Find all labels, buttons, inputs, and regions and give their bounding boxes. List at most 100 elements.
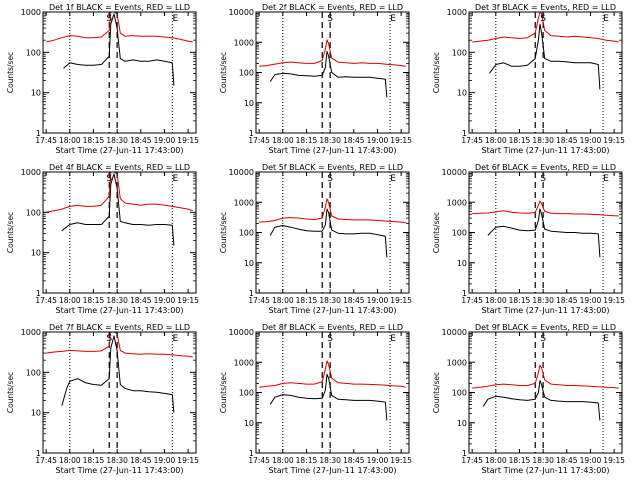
detector-panel-1: 1 10 100 1000 17:45 18:00 18:15 18:30 18:45 19:00…	[6, 3, 199, 155]
panel-title: Det 7f BLACK = Events, RED = LLD	[49, 323, 190, 332]
x-tick-label: 17:45	[248, 136, 270, 145]
x-tick-label: 18:00	[59, 296, 81, 305]
y-axis-label: Counts/sec	[6, 212, 15, 253]
x-tick-label: 18:30	[319, 456, 341, 465]
x-tick-label: 19:15	[177, 136, 199, 145]
y-tick-label: 100	[239, 69, 254, 78]
end-marker-label: E	[390, 334, 396, 344]
x-tick-label: 18:00	[272, 456, 294, 465]
x-tick-label: 18:00	[59, 456, 81, 465]
y-tick-label: 10	[457, 89, 467, 98]
x-tick-label: 17:45	[35, 456, 57, 465]
x-tick-label: 18:30	[106, 296, 128, 305]
series-line-events	[269, 50, 388, 98]
x-tick-label: 18:15	[296, 136, 318, 145]
y-tick-label: 1000	[21, 8, 41, 17]
y-tick-label: 10	[244, 259, 254, 268]
series-line-events	[482, 380, 601, 421]
series-line-events	[269, 208, 388, 258]
series-line-events	[487, 208, 601, 258]
y-tick-label: 1000	[234, 358, 254, 367]
series-line-lld	[259, 198, 406, 224]
series-line-lld	[472, 11, 619, 43]
y-tick-label: 10000	[229, 168, 254, 177]
end-marker-label: E	[172, 174, 178, 184]
x-axis-label: Start Time (27-Jun-11 17:43:00)	[56, 146, 184, 155]
y-tick-label: 100	[452, 389, 467, 398]
x-tick-label: 18:45	[556, 296, 578, 305]
end-marker-label: E	[603, 174, 609, 184]
x-axis-label: Start Time (27-Jun-11 17:43:00)	[56, 306, 184, 315]
x-axis-label: Start Time (27-Jun-11 17:43:00)	[482, 306, 610, 315]
x-tick-label: 19:00	[154, 136, 176, 145]
y-tick-label: 1	[249, 289, 254, 298]
series-line-events	[489, 23, 601, 90]
y-tick-label: 1	[462, 449, 467, 458]
x-axis-label: Start Time (27-Jun-11 17:43:00)	[269, 306, 397, 315]
y-tick-label: 10	[31, 249, 41, 258]
x-tick-label: 19:15	[390, 296, 412, 305]
end-marker-label: E	[172, 14, 178, 24]
y-tick-label: 1000	[447, 8, 467, 17]
x-tick-label: 18:45	[556, 456, 578, 465]
x-tick-label: 18:00	[485, 296, 507, 305]
x-tick-label: 19:15	[390, 456, 412, 465]
x-tick-label: 19:00	[154, 456, 176, 465]
y-tick-label: 1000	[21, 168, 41, 177]
x-tick-label: 19:00	[154, 296, 176, 305]
end-marker-label: E	[603, 334, 609, 344]
y-axis-label: Counts/sec	[432, 372, 441, 413]
y-tick-label: 10	[457, 259, 467, 268]
y-tick-label: 1	[249, 129, 254, 138]
y-tick-label: 10	[31, 409, 41, 418]
y-tick-label: 100	[452, 48, 467, 57]
x-tick-label: 18:45	[130, 456, 152, 465]
y-tick-label: 10000	[442, 168, 467, 177]
detector-panel-9: 1 10 100 1000 10000 17:45 18:00 18:15 18:30 18:45…	[432, 323, 625, 475]
y-tick-label: 10000	[229, 328, 254, 337]
x-tick-label: 17:45	[35, 136, 57, 145]
x-axis-label: Start Time (27-Jun-11 17:43:00)	[482, 466, 610, 475]
end-marker-label: E	[172, 334, 178, 344]
panel-title: Det 2f BLACK = Events, RED = LLD	[262, 3, 403, 12]
x-tick-label: 18:00	[59, 136, 81, 145]
panel-title: Det 9f BLACK = Events, RED = LLD	[475, 323, 616, 332]
y-tick-label: 1	[36, 289, 41, 298]
series-line-events	[61, 173, 175, 246]
x-tick-label: 17:45	[461, 296, 483, 305]
plot-frame	[468, 11, 623, 134]
series-line-events	[269, 373, 388, 421]
x-tick-label: 19:15	[390, 136, 412, 145]
y-tick-label: 100	[26, 208, 41, 217]
y-tick-label: 100	[452, 229, 467, 238]
y-tick-label: 10	[244, 99, 254, 108]
y-tick-label: 10	[31, 89, 41, 98]
x-tick-label: 18:30	[319, 136, 341, 145]
detector-panel-7: 1 10 100 1000 17:45 18:00 18:15 18:30 18:45 19:00…	[6, 323, 199, 475]
x-tick-label: 19:15	[603, 136, 625, 145]
y-axis-label: Counts/sec	[219, 52, 228, 93]
x-tick-label: 18:45	[130, 296, 152, 305]
series-line-events	[61, 335, 175, 413]
x-tick-label: 18:45	[343, 456, 365, 465]
x-tick-label: 17:45	[248, 456, 270, 465]
y-axis-label: Counts/sec	[432, 212, 441, 253]
x-tick-label: 18:30	[106, 456, 128, 465]
x-tick-label: 18:15	[83, 456, 105, 465]
plot-frame	[42, 331, 197, 454]
y-tick-label: 10000	[229, 8, 254, 17]
series-line-lld	[472, 200, 619, 217]
plot-frame	[42, 11, 197, 134]
y-axis-label: Counts/sec	[219, 372, 228, 413]
plot-frame	[42, 171, 197, 294]
x-tick-label: 18:15	[509, 136, 531, 145]
series-line-lld	[472, 364, 619, 389]
panel-title: Det 4f BLACK = Events, RED = LLD	[49, 163, 190, 172]
x-tick-label: 18:15	[296, 296, 318, 305]
series-line-lld	[259, 360, 406, 388]
y-tick-label: 1000	[447, 358, 467, 367]
y-tick-label: 1000	[447, 198, 467, 207]
x-tick-label: 17:45	[248, 296, 270, 305]
start-marker-label: S	[540, 14, 546, 24]
end-marker-label: E	[390, 174, 396, 184]
